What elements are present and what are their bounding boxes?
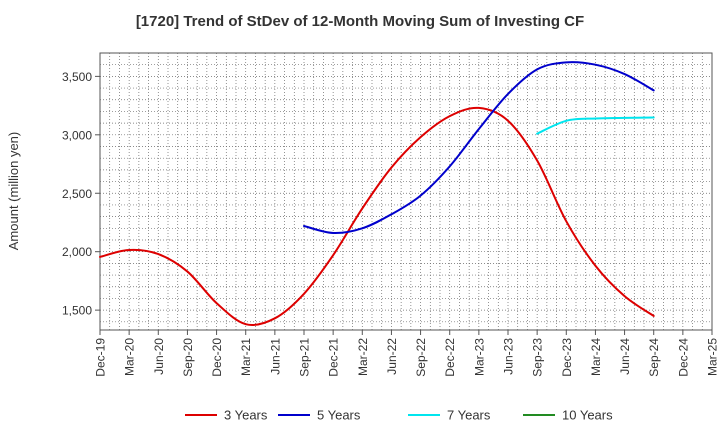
- grid-layer: [100, 53, 712, 330]
- y-tick-label: 2,500: [62, 187, 92, 201]
- x-tick-label: Sep-22: [414, 338, 428, 377]
- x-tick-label: Mar-20: [123, 338, 137, 376]
- y-tick-label: 3,500: [62, 70, 92, 84]
- y-tick-label: 2,000: [62, 245, 92, 259]
- x-tick-label: Sep-23: [531, 338, 545, 377]
- legend-label: 5 Years: [317, 408, 361, 423]
- series-line-7-years: [536, 116, 655, 135]
- x-tick-label: Dec-22: [443, 338, 457, 377]
- x-tick-label: Dec-24: [676, 338, 690, 377]
- legend-label: 7 Years: [447, 408, 491, 423]
- y-axis-title: Amount (million yen): [6, 132, 21, 251]
- x-tick-label: Sep-21: [298, 338, 312, 377]
- chart-title: [1720] Trend of StDev of 12-Month Moving…: [135, 13, 585, 30]
- x-tick-label: Mar-24: [589, 338, 603, 376]
- x-tick-label: Mar-25: [706, 338, 720, 376]
- legend-label: 3 Years: [224, 408, 268, 423]
- y-axis: 1,500 2,000 2,500 3,000 3,500: [62, 70, 100, 318]
- series-line-3-years: [99, 106, 655, 327]
- x-tick-label: Mar-23: [472, 338, 486, 376]
- y-tick-label: 3,000: [62, 128, 92, 142]
- x-tick-label: Dec-19: [94, 338, 108, 377]
- x-tick-label: Jun-22: [385, 338, 399, 375]
- x-tick-label: Jun-20: [152, 338, 166, 375]
- x-tick-label: Sep-20: [181, 338, 195, 377]
- plot-area: [99, 52, 713, 331]
- x-axis: Dec-19 Mar-20 Jun-20 Sep-20 Dec-20 Mar-21 Jun-…: [94, 330, 720, 377]
- y-tick-label: 1,500: [62, 304, 92, 318]
- x-tick-label: Sep-24: [647, 338, 661, 377]
- x-tick-label: Dec-21: [327, 338, 341, 377]
- x-tick-label: Dec-20: [210, 338, 224, 377]
- series-layer: [99, 61, 655, 327]
- series-line-5-years: [303, 61, 655, 235]
- x-tick-label: Jun-23: [502, 338, 516, 375]
- x-tick-label: Dec-23: [560, 338, 574, 377]
- legend: 3 Years 5 Years 7 Years 10 Years: [185, 408, 613, 423]
- x-tick-label: Mar-22: [356, 338, 370, 376]
- x-tick-label: Jun-21: [268, 338, 282, 375]
- x-tick-label: Jun-24: [618, 338, 632, 375]
- x-tick-label: Mar-21: [239, 338, 253, 376]
- legend-label: 10 Years: [562, 408, 613, 423]
